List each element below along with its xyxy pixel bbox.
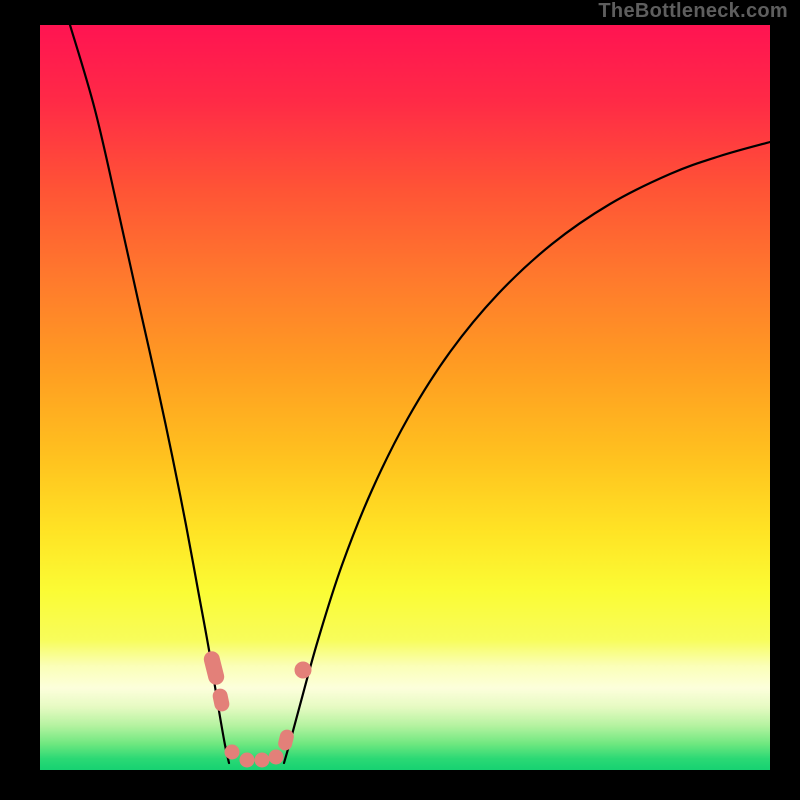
chart-stage: TheBottleneck.com	[0, 0, 800, 800]
watermark: TheBottleneck.com	[598, 0, 788, 23]
gradient-background	[40, 25, 770, 770]
